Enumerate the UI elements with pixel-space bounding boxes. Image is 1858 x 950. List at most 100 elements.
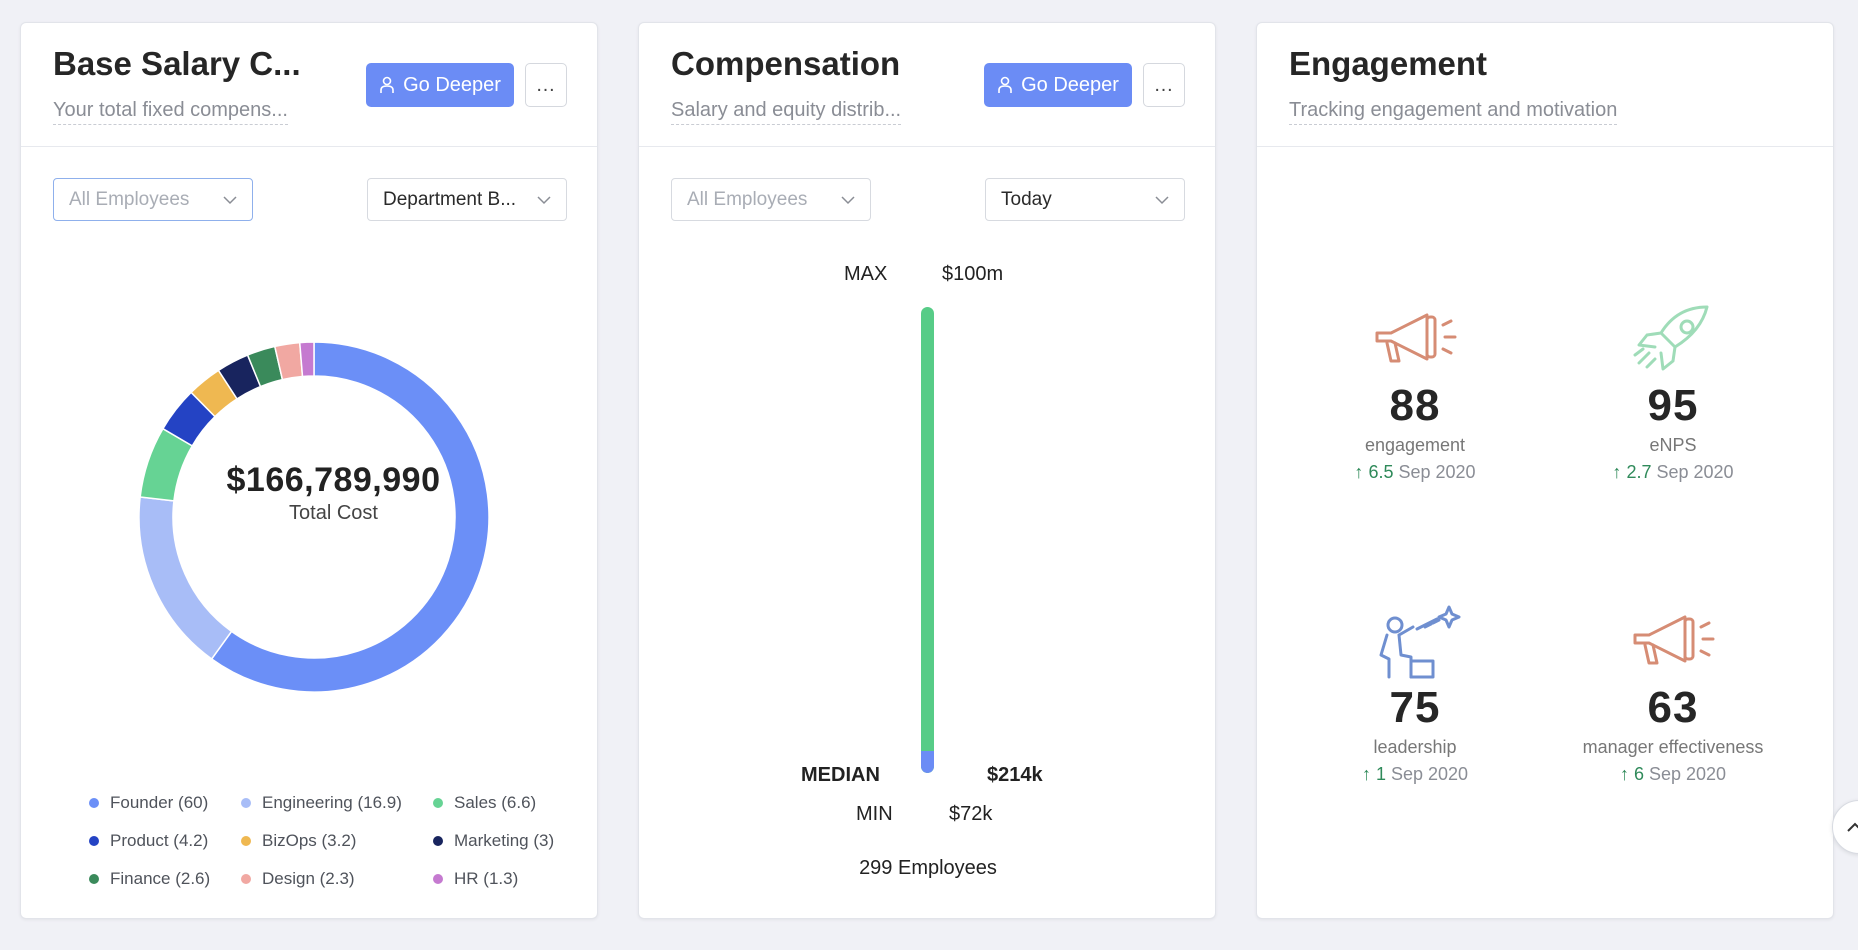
legend-label: Founder (60) <box>110 793 209 812</box>
delta-value: 1 <box>1375 764 1386 784</box>
date-select[interactable]: Today <box>985 178 1185 221</box>
up-arrow-icon: ↑ <box>1361 764 1371 784</box>
metric-enps[interactable]: 95 eNPS ↑ 2.7 Sep 2020 <box>1543 303 1803 483</box>
go-deeper-label: Go Deeper <box>403 73 501 96</box>
max-label: MAX <box>844 263 888 285</box>
range-bar <box>921 307 934 773</box>
rocket-icon <box>1633 305 1709 371</box>
legend-item[interactable]: Sales (6.6) <box>433 793 536 813</box>
card-title: Engagement <box>1289 45 1488 82</box>
legend-label: HR (1.3) <box>454 869 519 888</box>
metric-value: 75 <box>1389 683 1441 732</box>
metric-label: manager effectiveness <box>1582 737 1764 757</box>
legend-label: Marketing (3) <box>454 831 555 850</box>
legend-item[interactable]: Product (4.2) <box>89 831 208 851</box>
chevron-up-icon <box>1847 822 1858 832</box>
donut-slice-founder[interactable] <box>210 341 490 693</box>
median-label: MEDIAN <box>801 764 880 786</box>
legend-swatch <box>433 874 443 884</box>
group-by-select[interactable]: Department B... <box>367 178 567 221</box>
base-salary-card: Base Salary C... Your total fixed compen… <box>20 22 598 919</box>
metric-delta: ↑ 1 Sep 2020 <box>1285 764 1545 785</box>
metric-label: leadership <box>1373 737 1457 757</box>
metric-value: 95 <box>1647 381 1699 430</box>
delta-date: Sep 2020 <box>1398 462 1476 482</box>
metric-value: 88 <box>1389 381 1441 430</box>
megaphone-icon <box>1633 615 1715 665</box>
legend-swatch <box>433 836 443 846</box>
person-icon <box>380 76 394 93</box>
legend-swatch <box>241 836 251 846</box>
metric-label: engagement <box>1364 435 1466 455</box>
legend-swatch <box>89 836 99 846</box>
metric-value: 63 <box>1647 683 1699 732</box>
employee-count: 299 Employees <box>859 857 997 879</box>
chevron-down-icon <box>1155 196 1169 205</box>
card-header: Compensation Salary and equity distrib..… <box>639 23 1215 147</box>
chevron-down-icon <box>223 196 237 205</box>
legend-label: Engineering (16.9) <box>262 793 402 812</box>
legend-item[interactable]: Finance (2.6) <box>89 869 210 889</box>
median-marker <box>921 751 934 773</box>
engagement-card: Engagement Tracking engagement and motiv… <box>1256 22 1834 919</box>
card-header: Base Salary C... Your total fixed compen… <box>21 23 597 147</box>
legend-item[interactable]: Marketing (3) <box>433 831 554 851</box>
leadership-icon <box>1379 605 1461 679</box>
card-title: Compensation <box>671 45 901 82</box>
legend-swatch <box>241 798 251 808</box>
go-deeper-button[interactable]: Go Deeper <box>366 63 514 107</box>
total-cost-value: $166,789,990 <box>226 461 441 499</box>
more-options-button[interactable]: … <box>525 63 567 107</box>
metric-delta: ↑ 6.5 Sep 2020 <box>1285 462 1545 483</box>
compensation-card: Compensation Salary and equity distrib..… <box>638 22 1216 919</box>
legend-item[interactable]: Design (2.3) <box>241 869 355 889</box>
chevron-down-icon <box>537 196 551 205</box>
up-arrow-icon: ↑ <box>1619 764 1629 784</box>
up-arrow-icon: ↑ <box>1354 462 1364 482</box>
min-label: MIN <box>856 803 893 825</box>
legend-item[interactable]: Engineering (16.9) <box>241 793 402 813</box>
scroll-to-top-button[interactable] <box>1832 800 1858 854</box>
go-deeper-button[interactable]: Go Deeper <box>984 63 1132 107</box>
donut-chart <box>138 341 490 693</box>
legend-label: Sales (6.6) <box>454 793 537 812</box>
up-arrow-icon: ↑ <box>1612 462 1622 482</box>
legend-swatch <box>89 798 99 808</box>
legend-label: BizOps (3.2) <box>262 831 357 850</box>
legend-swatch <box>241 874 251 884</box>
card-header: Engagement Tracking engagement and motiv… <box>1257 23 1833 147</box>
chevron-down-icon <box>841 196 855 205</box>
delta-date: Sep 2020 <box>1648 764 1727 784</box>
legend-swatch <box>433 798 443 808</box>
legend-label: Finance (2.6) <box>110 869 211 888</box>
select-value: Today <box>1001 188 1052 210</box>
metric-leadership[interactable]: 75 leadership ↑ 1 Sep 2020 <box>1285 605 1545 785</box>
megaphone-icon <box>1375 313 1457 363</box>
employees-filter-select[interactable]: All Employees <box>53 178 253 221</box>
donut-slice-hr[interactable] <box>298 341 315 378</box>
max-value: $100m <box>942 263 1004 285</box>
median-value: $214k <box>987 764 1043 786</box>
legend-label: Product (4.2) <box>110 831 209 850</box>
card-subtitle[interactable]: Your total fixed compens... <box>53 99 288 125</box>
legend-swatch <box>89 874 99 884</box>
metric-delta: ↑ 2.7 Sep 2020 <box>1543 462 1803 483</box>
select-value: All Employees <box>69 188 190 210</box>
metric-engagement[interactable]: 88 engagement ↑ 6.5 Sep 2020 <box>1285 303 1545 483</box>
select-value: Department B... <box>383 188 517 210</box>
metric-label: eNPS <box>1649 435 1697 455</box>
legend-item[interactable]: BizOps (3.2) <box>241 831 356 851</box>
card-subtitle[interactable]: Tracking engagement and motivation <box>1289 99 1618 125</box>
employees-filter-select[interactable]: All Employees <box>671 178 871 221</box>
legend-label: Design (2.3) <box>262 869 355 888</box>
delta-date: Sep 2020 <box>1390 764 1469 784</box>
go-deeper-label: Go Deeper <box>1021 73 1119 96</box>
card-subtitle[interactable]: Salary and equity distrib... <box>671 99 902 125</box>
total-cost-label: Total Cost <box>289 502 378 524</box>
more-options-button[interactable]: … <box>1143 63 1185 107</box>
min-value: $72k <box>949 803 993 825</box>
legend-item[interactable]: HR (1.3) <box>433 869 518 889</box>
metric-delta: ↑ 6 Sep 2020 <box>1543 764 1803 785</box>
legend-item[interactable]: Founder (60) <box>89 793 208 813</box>
metric-manager-effectiveness[interactable]: 63 manager effectiveness ↑ 6 Sep 2020 <box>1543 605 1803 785</box>
